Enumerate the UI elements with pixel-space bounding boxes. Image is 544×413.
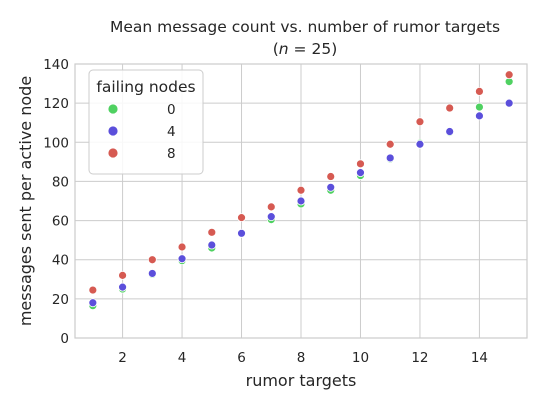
data-point-series-4 bbox=[415, 139, 425, 149]
y-tick-label: 140 bbox=[43, 57, 69, 73]
data-point-series-8 bbox=[237, 213, 246, 223]
subtitle-prefix: ( bbox=[273, 40, 279, 58]
y-tick-label: 60 bbox=[52, 214, 69, 230]
data-point-series-0 bbox=[475, 102, 484, 112]
x-tick-label: 2 bbox=[118, 350, 127, 366]
data-point-series-4 bbox=[445, 127, 455, 136]
chart-title: Mean message count vs. number of rumor t… bbox=[110, 18, 500, 36]
gridlines bbox=[75, 63, 527, 339]
data-point-series-4 bbox=[237, 228, 246, 238]
legend-label: 4 bbox=[167, 124, 176, 140]
data-point-series-8 bbox=[118, 270, 127, 280]
legend-marker bbox=[107, 147, 119, 159]
data-point-series-8 bbox=[326, 172, 336, 181]
data-point-series-8 bbox=[266, 202, 276, 212]
legend-title: failing nodes bbox=[96, 78, 195, 96]
y-tick-label: 20 bbox=[52, 292, 69, 308]
y-tick-label: 0 bbox=[60, 331, 69, 347]
x-tick-label: 8 bbox=[297, 350, 306, 366]
data-point-series-4 bbox=[207, 240, 217, 250]
x-axis-label: rumor targets bbox=[246, 371, 357, 390]
data-point-series-8 bbox=[504, 70, 514, 80]
data-point-series-8 bbox=[475, 87, 484, 96]
x-tick-label: 6 bbox=[237, 350, 246, 366]
data-point-series-4 bbox=[385, 153, 395, 163]
data-point-series-4 bbox=[326, 182, 336, 192]
data-point-series-8 bbox=[207, 227, 217, 237]
data-point-series-8 bbox=[356, 159, 365, 169]
legend-box bbox=[88, 69, 204, 175]
data-point-series-8 bbox=[177, 242, 187, 252]
y-tick-label: 40 bbox=[52, 253, 69, 269]
y-tick-label: 80 bbox=[52, 174, 69, 190]
legend-entries: 0 4 8 bbox=[107, 102, 176, 162]
data-point-series-8 bbox=[415, 117, 425, 127]
data-point-series-4 bbox=[475, 111, 484, 121]
subtitle-rest: = 25) bbox=[289, 40, 338, 58]
subtitle-variable: n bbox=[279, 40, 289, 58]
data-point-series-8 bbox=[296, 185, 306, 195]
data-point-series-4 bbox=[88, 298, 98, 308]
data-point-series-4 bbox=[266, 212, 276, 222]
data-point-series-8 bbox=[385, 139, 395, 149]
data-point-series-4 bbox=[177, 254, 187, 264]
x-tick-label: 10 bbox=[352, 350, 369, 366]
data-point-series-8 bbox=[147, 255, 157, 265]
legend: failing nodes 0 4 8 bbox=[88, 69, 204, 175]
data-point-series-4 bbox=[356, 168, 365, 178]
data-point-series-8 bbox=[88, 285, 98, 295]
y-tick-label: 100 bbox=[43, 135, 69, 151]
plot-frame bbox=[74, 63, 528, 339]
data-point-series-4 bbox=[147, 269, 157, 278]
data-point-series-8 bbox=[445, 103, 455, 113]
legend-label: 0 bbox=[167, 102, 176, 118]
legend-marker bbox=[107, 125, 119, 137]
data-points bbox=[88, 70, 514, 311]
x-tick-label: 4 bbox=[178, 350, 187, 366]
data-point-series-4 bbox=[118, 282, 127, 292]
chart-subtitle: (n = 25) bbox=[273, 40, 338, 58]
y-tick-label: 120 bbox=[43, 96, 69, 112]
legend-marker bbox=[107, 103, 119, 115]
x-tick-label: 12 bbox=[411, 350, 428, 366]
data-point-series-4 bbox=[504, 98, 514, 108]
x-tick-label: 14 bbox=[471, 350, 488, 366]
legend-label: 8 bbox=[167, 146, 176, 162]
data-point-series-4 bbox=[296, 196, 306, 206]
y-axis-label: messages sent per active node bbox=[16, 76, 35, 326]
